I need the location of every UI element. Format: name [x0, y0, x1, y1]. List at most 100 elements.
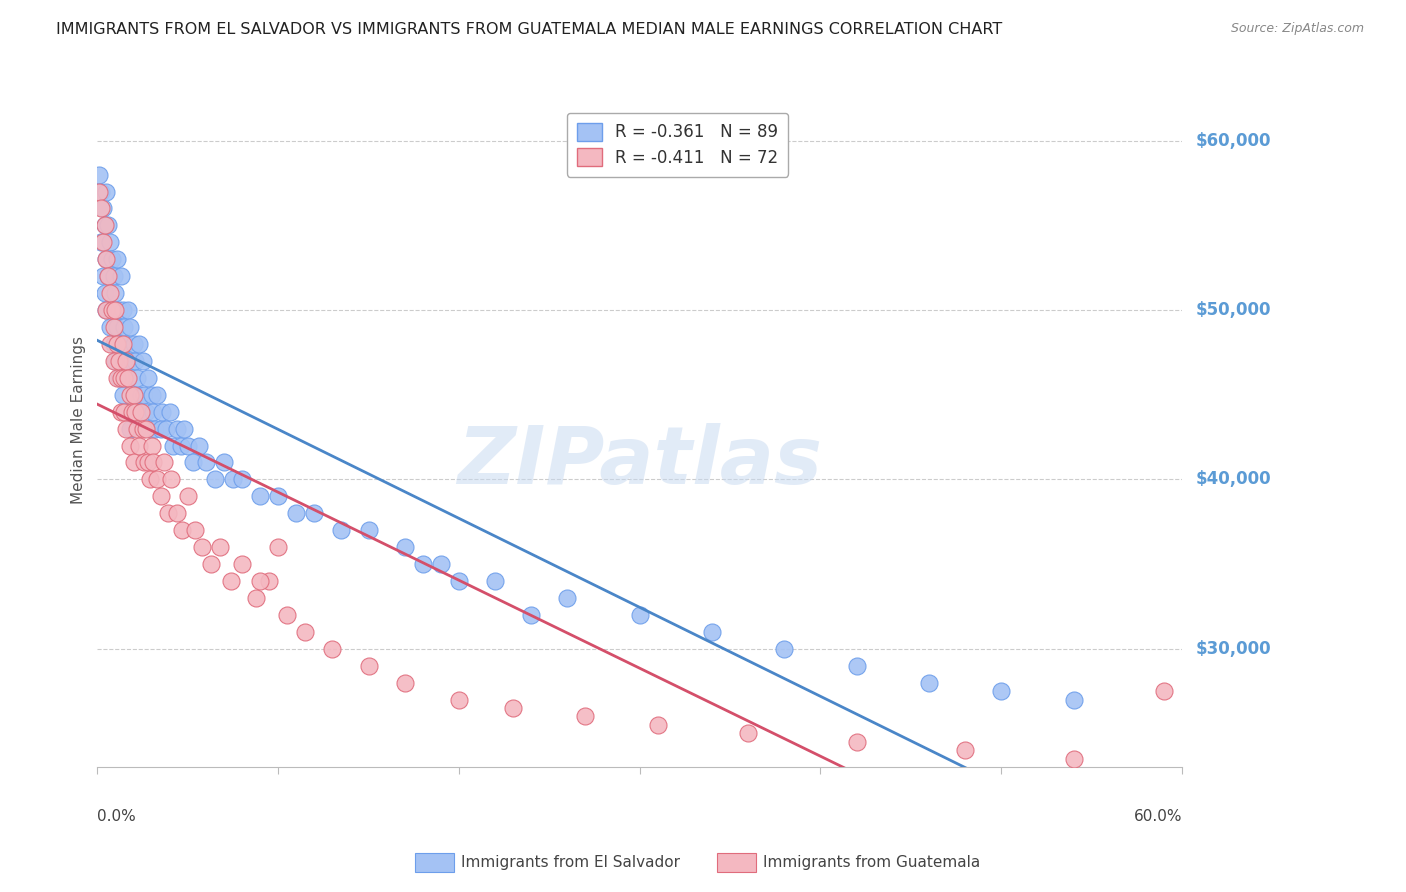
- Point: [918, 675, 941, 690]
- Point: [773, 641, 796, 656]
- Point: [484, 574, 506, 588]
- Point: [249, 574, 271, 588]
- Point: [330, 523, 353, 537]
- Point: [108, 303, 131, 318]
- Point: [628, 607, 651, 622]
- Point: [194, 455, 217, 469]
- Point: [845, 658, 868, 673]
- Point: [96, 185, 118, 199]
- Point: [101, 303, 124, 318]
- Point: [127, 371, 149, 385]
- Point: [129, 404, 152, 418]
- Point: [103, 337, 125, 351]
- Point: [146, 472, 169, 486]
- Point: [103, 269, 125, 284]
- Text: IMMIGRANTS FROM EL SALVADOR VS IMMIGRANTS FROM GUATEMALA MEDIAN MALE EARNINGS CO: IMMIGRANTS FROM EL SALVADOR VS IMMIGRANT…: [56, 22, 1002, 37]
- Point: [134, 388, 156, 402]
- Point: [103, 320, 125, 334]
- Point: [146, 388, 169, 402]
- Point: [267, 489, 290, 503]
- Point: [114, 371, 136, 385]
- Point: [249, 489, 271, 503]
- Point: [737, 726, 759, 740]
- Point: [117, 371, 139, 385]
- Point: [412, 557, 434, 571]
- Point: [96, 303, 118, 318]
- Point: [394, 675, 416, 690]
- Point: [502, 701, 524, 715]
- Point: [135, 404, 157, 418]
- Point: [520, 607, 543, 622]
- Point: [141, 438, 163, 452]
- Text: $40,000: $40,000: [1197, 470, 1271, 489]
- Point: [700, 624, 723, 639]
- Point: [103, 354, 125, 368]
- Point: [91, 235, 114, 250]
- Point: [153, 455, 176, 469]
- Point: [209, 540, 232, 554]
- Point: [90, 185, 112, 199]
- Point: [304, 506, 326, 520]
- Point: [159, 404, 181, 418]
- Point: [222, 472, 245, 486]
- Text: $30,000: $30,000: [1197, 640, 1271, 657]
- Point: [181, 455, 204, 469]
- Text: 60.0%: 60.0%: [1133, 809, 1182, 824]
- Point: [108, 354, 131, 368]
- Point: [93, 219, 115, 233]
- Point: [149, 489, 172, 503]
- Point: [91, 269, 114, 284]
- Point: [110, 404, 132, 418]
- Point: [143, 421, 166, 435]
- Point: [114, 320, 136, 334]
- Point: [127, 421, 149, 435]
- Point: [177, 489, 200, 503]
- Point: [245, 591, 267, 605]
- Point: [357, 523, 380, 537]
- Point: [111, 303, 134, 318]
- Point: [122, 337, 145, 351]
- Point: [124, 404, 146, 418]
- Point: [101, 252, 124, 267]
- Point: [257, 574, 280, 588]
- Point: [127, 404, 149, 418]
- Point: [89, 168, 111, 182]
- Point: [97, 269, 120, 284]
- Point: [104, 354, 127, 368]
- Point: [447, 574, 470, 588]
- Point: [129, 388, 152, 402]
- Point: [124, 354, 146, 368]
- Point: [136, 455, 159, 469]
- Point: [110, 371, 132, 385]
- Point: [142, 455, 165, 469]
- Point: [173, 421, 195, 435]
- Point: [131, 354, 153, 368]
- Point: [1153, 684, 1175, 698]
- Point: [108, 371, 131, 385]
- Point: [357, 658, 380, 673]
- Point: [139, 421, 162, 435]
- Point: [219, 574, 242, 588]
- Point: [128, 438, 150, 452]
- Point: [90, 235, 112, 250]
- Point: [136, 371, 159, 385]
- Point: [93, 219, 115, 233]
- Point: [139, 472, 162, 486]
- Legend: R = -0.361   N = 89, R = -0.411   N = 72: R = -0.361 N = 89, R = -0.411 N = 72: [567, 112, 789, 177]
- Point: [155, 421, 177, 435]
- Point: [191, 540, 214, 554]
- Point: [115, 354, 138, 368]
- Point: [98, 286, 121, 301]
- Text: ZIPatlas: ZIPatlas: [457, 423, 823, 500]
- Point: [96, 252, 118, 267]
- Text: Source: ZipAtlas.com: Source: ZipAtlas.com: [1230, 22, 1364, 36]
- Point: [97, 219, 120, 233]
- Point: [98, 320, 121, 334]
- Point: [115, 421, 138, 435]
- Point: [574, 709, 596, 723]
- Point: [177, 438, 200, 452]
- Point: [845, 735, 868, 749]
- Point: [121, 404, 143, 418]
- Point: [953, 743, 976, 757]
- Point: [142, 404, 165, 418]
